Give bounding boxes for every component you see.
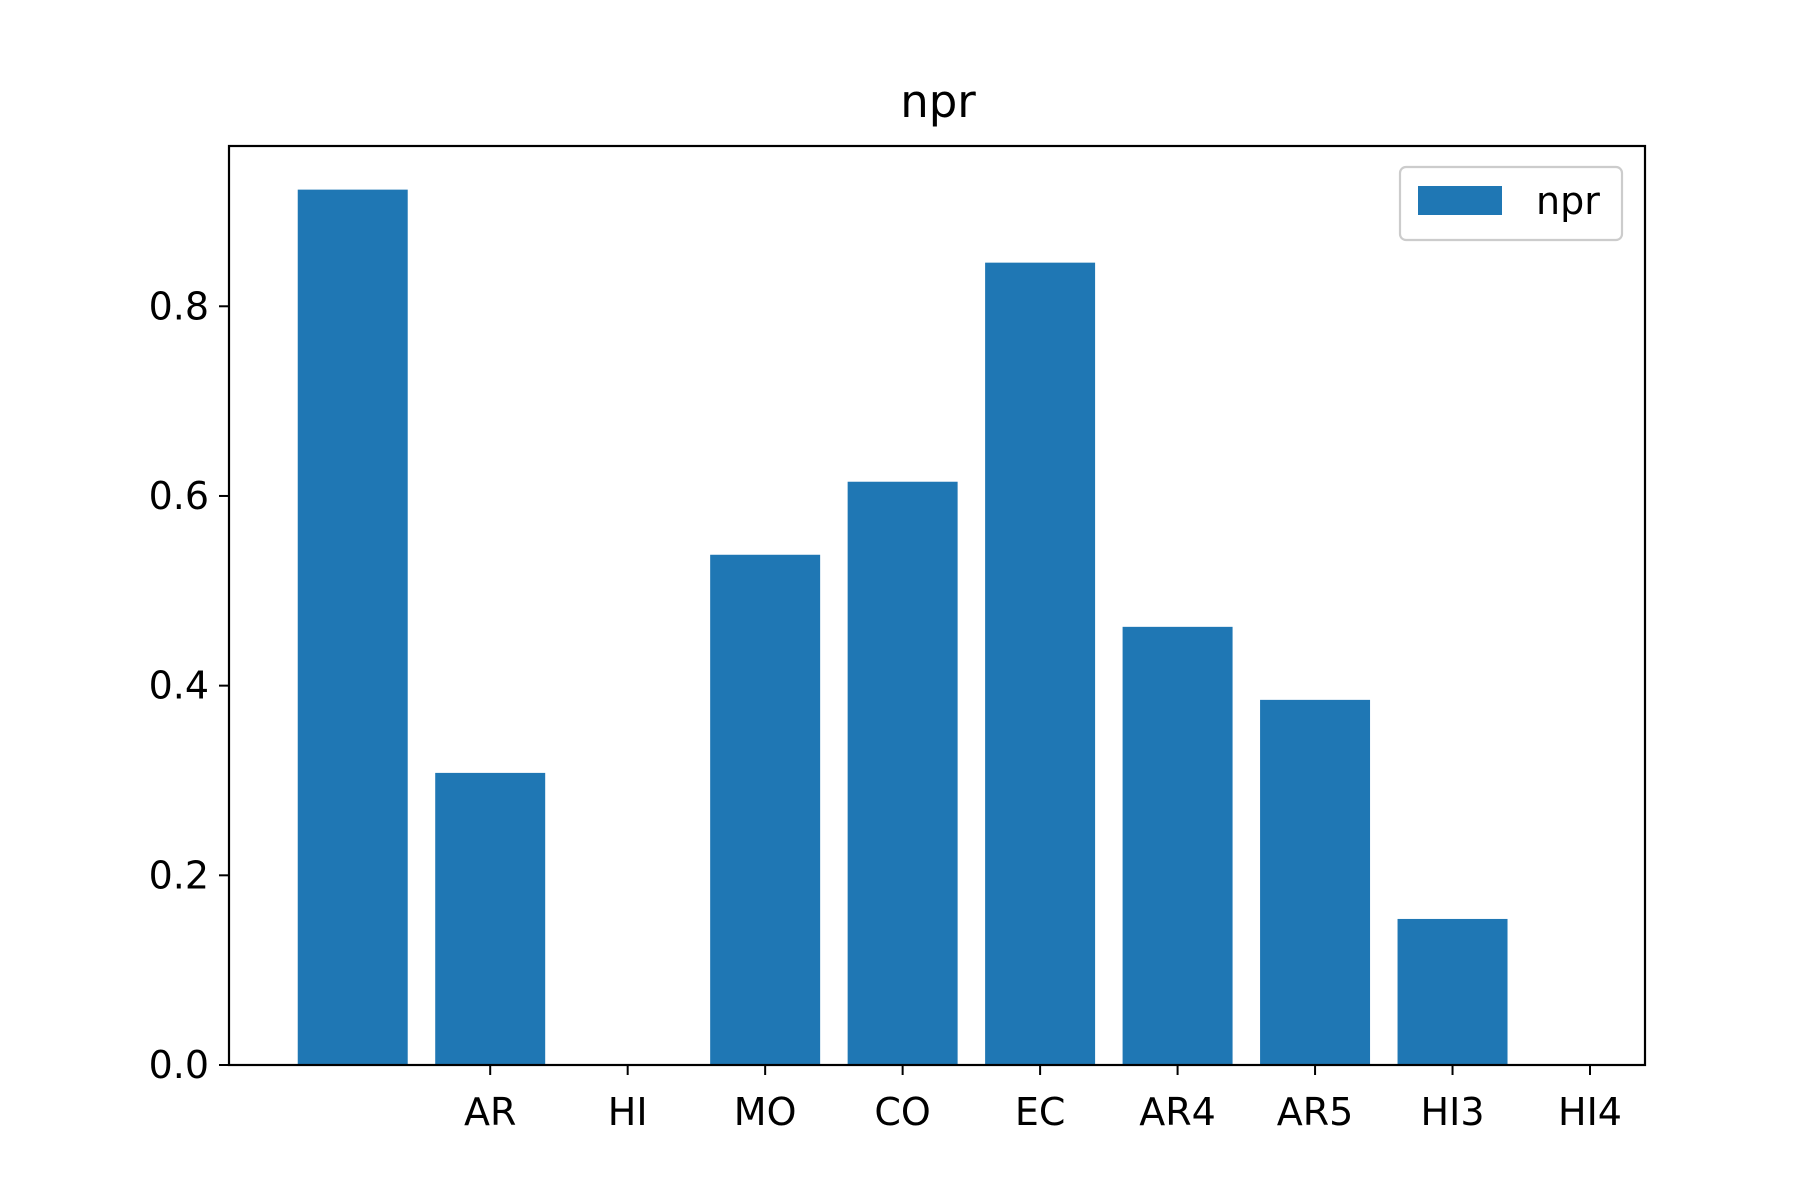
y-tick-label: 0.0	[149, 1043, 209, 1087]
x-tick-label: AR4	[1139, 1090, 1216, 1134]
bar-ar4	[985, 262, 1096, 1065]
bar-hi3	[1260, 699, 1371, 1065]
chart-title: npr	[900, 75, 976, 128]
x-tick-label: HI3	[1421, 1090, 1485, 1134]
y-axis: 0.0 0.2 0.4 0.6 0.8	[149, 284, 229, 1087]
y-tick-label: 0.2	[149, 853, 209, 897]
y-tick-label: 0.6	[149, 474, 209, 518]
bar-ar5	[1122, 626, 1233, 1065]
x-tick-label: MO	[734, 1090, 797, 1134]
plot-frame	[227, 144, 1647, 1067]
y-tick-label: 0.8	[149, 284, 209, 328]
x-tick-label: HI	[608, 1090, 648, 1134]
legend-swatch	[1418, 186, 1502, 215]
bar-group	[297, 189, 1508, 1066]
bar-hi	[435, 772, 546, 1065]
bar-co	[710, 554, 821, 1065]
y-tick-label: 0.4	[149, 664, 209, 708]
bar-ec	[847, 481, 958, 1065]
bar-ar	[297, 189, 408, 1066]
x-tick-label: EC	[1015, 1090, 1066, 1134]
legend: npr	[1398, 165, 1624, 242]
x-axis: AR HI MO CO EC AR4 AR5 HI3 HI4	[464, 1065, 1622, 1134]
x-tick-label: HI4	[1558, 1090, 1622, 1134]
x-tick-label: CO	[874, 1090, 930, 1134]
legend-box	[1398, 165, 1624, 242]
bar-hi4	[1397, 918, 1508, 1065]
x-tick-label: AR5	[1277, 1090, 1354, 1134]
x-tick-label: AR	[464, 1090, 516, 1134]
legend-label: npr	[1536, 179, 1600, 223]
